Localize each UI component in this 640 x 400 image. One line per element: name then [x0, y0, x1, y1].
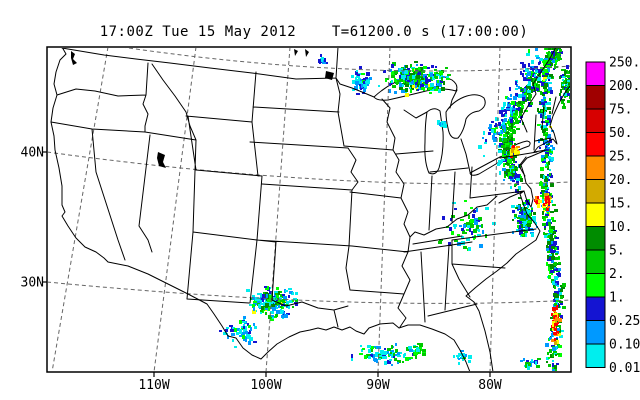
precip-region-northeast-west-fringe [478, 48, 543, 157]
precip-region-texas-southwest-specks [219, 316, 257, 348]
colorbar-box [585, 343, 606, 368]
precip-region-lake-huron-cyan [437, 120, 447, 128]
colorbar-label: 250. [609, 56, 640, 71]
precip-region-offshore-atlantic-band [537, 69, 566, 371]
geography [50, 48, 570, 371]
lon-label: 80W [478, 378, 502, 393]
colorbar-box [585, 296, 606, 321]
coastline-atlantic [465, 85, 570, 371]
precip-region-florida-keys-specks [520, 358, 541, 370]
colorbar-label: 5. [609, 244, 625, 259]
small-lakes-north [294, 49, 309, 57]
lat-label: 40N [21, 146, 44, 161]
precip-region-gulf-specks [351, 343, 416, 366]
colorbar-box [585, 249, 606, 274]
colorbar-label: 10. [609, 220, 632, 235]
colorbar-label: 0.01 [609, 361, 640, 376]
colorbar-box [585, 155, 606, 180]
map-frame [46, 46, 572, 373]
precip-region-offshore-core-florida [551, 305, 562, 345]
colorbar-label: 20. [609, 173, 632, 188]
colorbar-label: 0.25 [609, 314, 640, 329]
colorbar-label: 2. [609, 267, 625, 282]
colorbar-label: 15. [609, 197, 632, 212]
precip-region-northeast-band [498, 48, 563, 153]
coastline-west-gulf [50, 48, 471, 371]
precip-region-lake-erie-cyan [497, 159, 505, 166]
state-borders [50, 62, 557, 328]
colorbar-box [585, 61, 606, 86]
colorbar-label: 200. [609, 79, 640, 94]
colorbar-box [585, 226, 606, 251]
precip-cells-layer [219, 48, 570, 371]
meridian-110w [153, 48, 197, 371]
colorbar-box [585, 108, 606, 133]
meridian-80w [489, 48, 501, 371]
precip-region-ontario-superior-mass [378, 61, 451, 97]
parallel-40n [48, 151, 570, 185]
meridian-120w [51, 48, 109, 371]
colorbar-box [585, 273, 606, 298]
lon-label: 90W [366, 378, 390, 393]
lon-label: 110W [138, 378, 169, 393]
canada-border [61, 48, 557, 173]
meridian-100w [265, 48, 291, 371]
axis-labels: 40N 30N 110W 100W 90W 80W [21, 146, 502, 394]
lon-label: 100W [250, 378, 281, 393]
colorbar-label: 25. [609, 150, 632, 165]
precip-region-offshore-core-hatteras [543, 193, 552, 211]
parallel-50n [125, 48, 570, 72]
colorbar-label: 50. [609, 126, 632, 141]
colorbar-box [585, 179, 606, 204]
precip-region-appalachian-specks [438, 200, 496, 251]
precip-region-texas-cluster [246, 286, 298, 321]
colorbar: 250. 200. 75. 50. 25. 20. 15. 10. 5. 2. 1. 0.25 0.10… [585, 56, 640, 376]
parallel-30n [48, 281, 570, 304]
colorbar-box [585, 132, 606, 157]
puget-sound-water [71, 51, 77, 65]
meridian-90w [377, 48, 391, 371]
colorbar-label: 1. [609, 291, 625, 306]
colorbar-label: 75. [609, 103, 632, 118]
colorbar-label: 0.10 [609, 338, 640, 353]
precip-region-top-edge-specks [318, 54, 328, 64]
lake-michigan [424, 108, 444, 175]
precip-region-minnesota-streaks [351, 66, 372, 95]
lake-of-the-woods-water [325, 71, 334, 80]
colorbar-box [585, 320, 606, 345]
precip-region-virginia-red-streak [534, 196, 542, 208]
lat-label: 30N [21, 276, 44, 291]
great-salt-lake-water [157, 152, 166, 168]
precip-region-florida-bigbend-specks [453, 350, 472, 365]
colorbar-box [585, 202, 606, 227]
precip-region-new-jersey-core [510, 145, 520, 158]
lake-huron [445, 94, 486, 139]
precip-region-maine-coast-strip [559, 65, 570, 109]
graticule [48, 48, 570, 371]
precip-region-gulf-green-cluster [408, 343, 426, 359]
colorbar-box [585, 85, 606, 110]
plot-title: 17:00Z Tue 15 May 2012 T=61200.0 s (17:0… [99, 24, 529, 40]
